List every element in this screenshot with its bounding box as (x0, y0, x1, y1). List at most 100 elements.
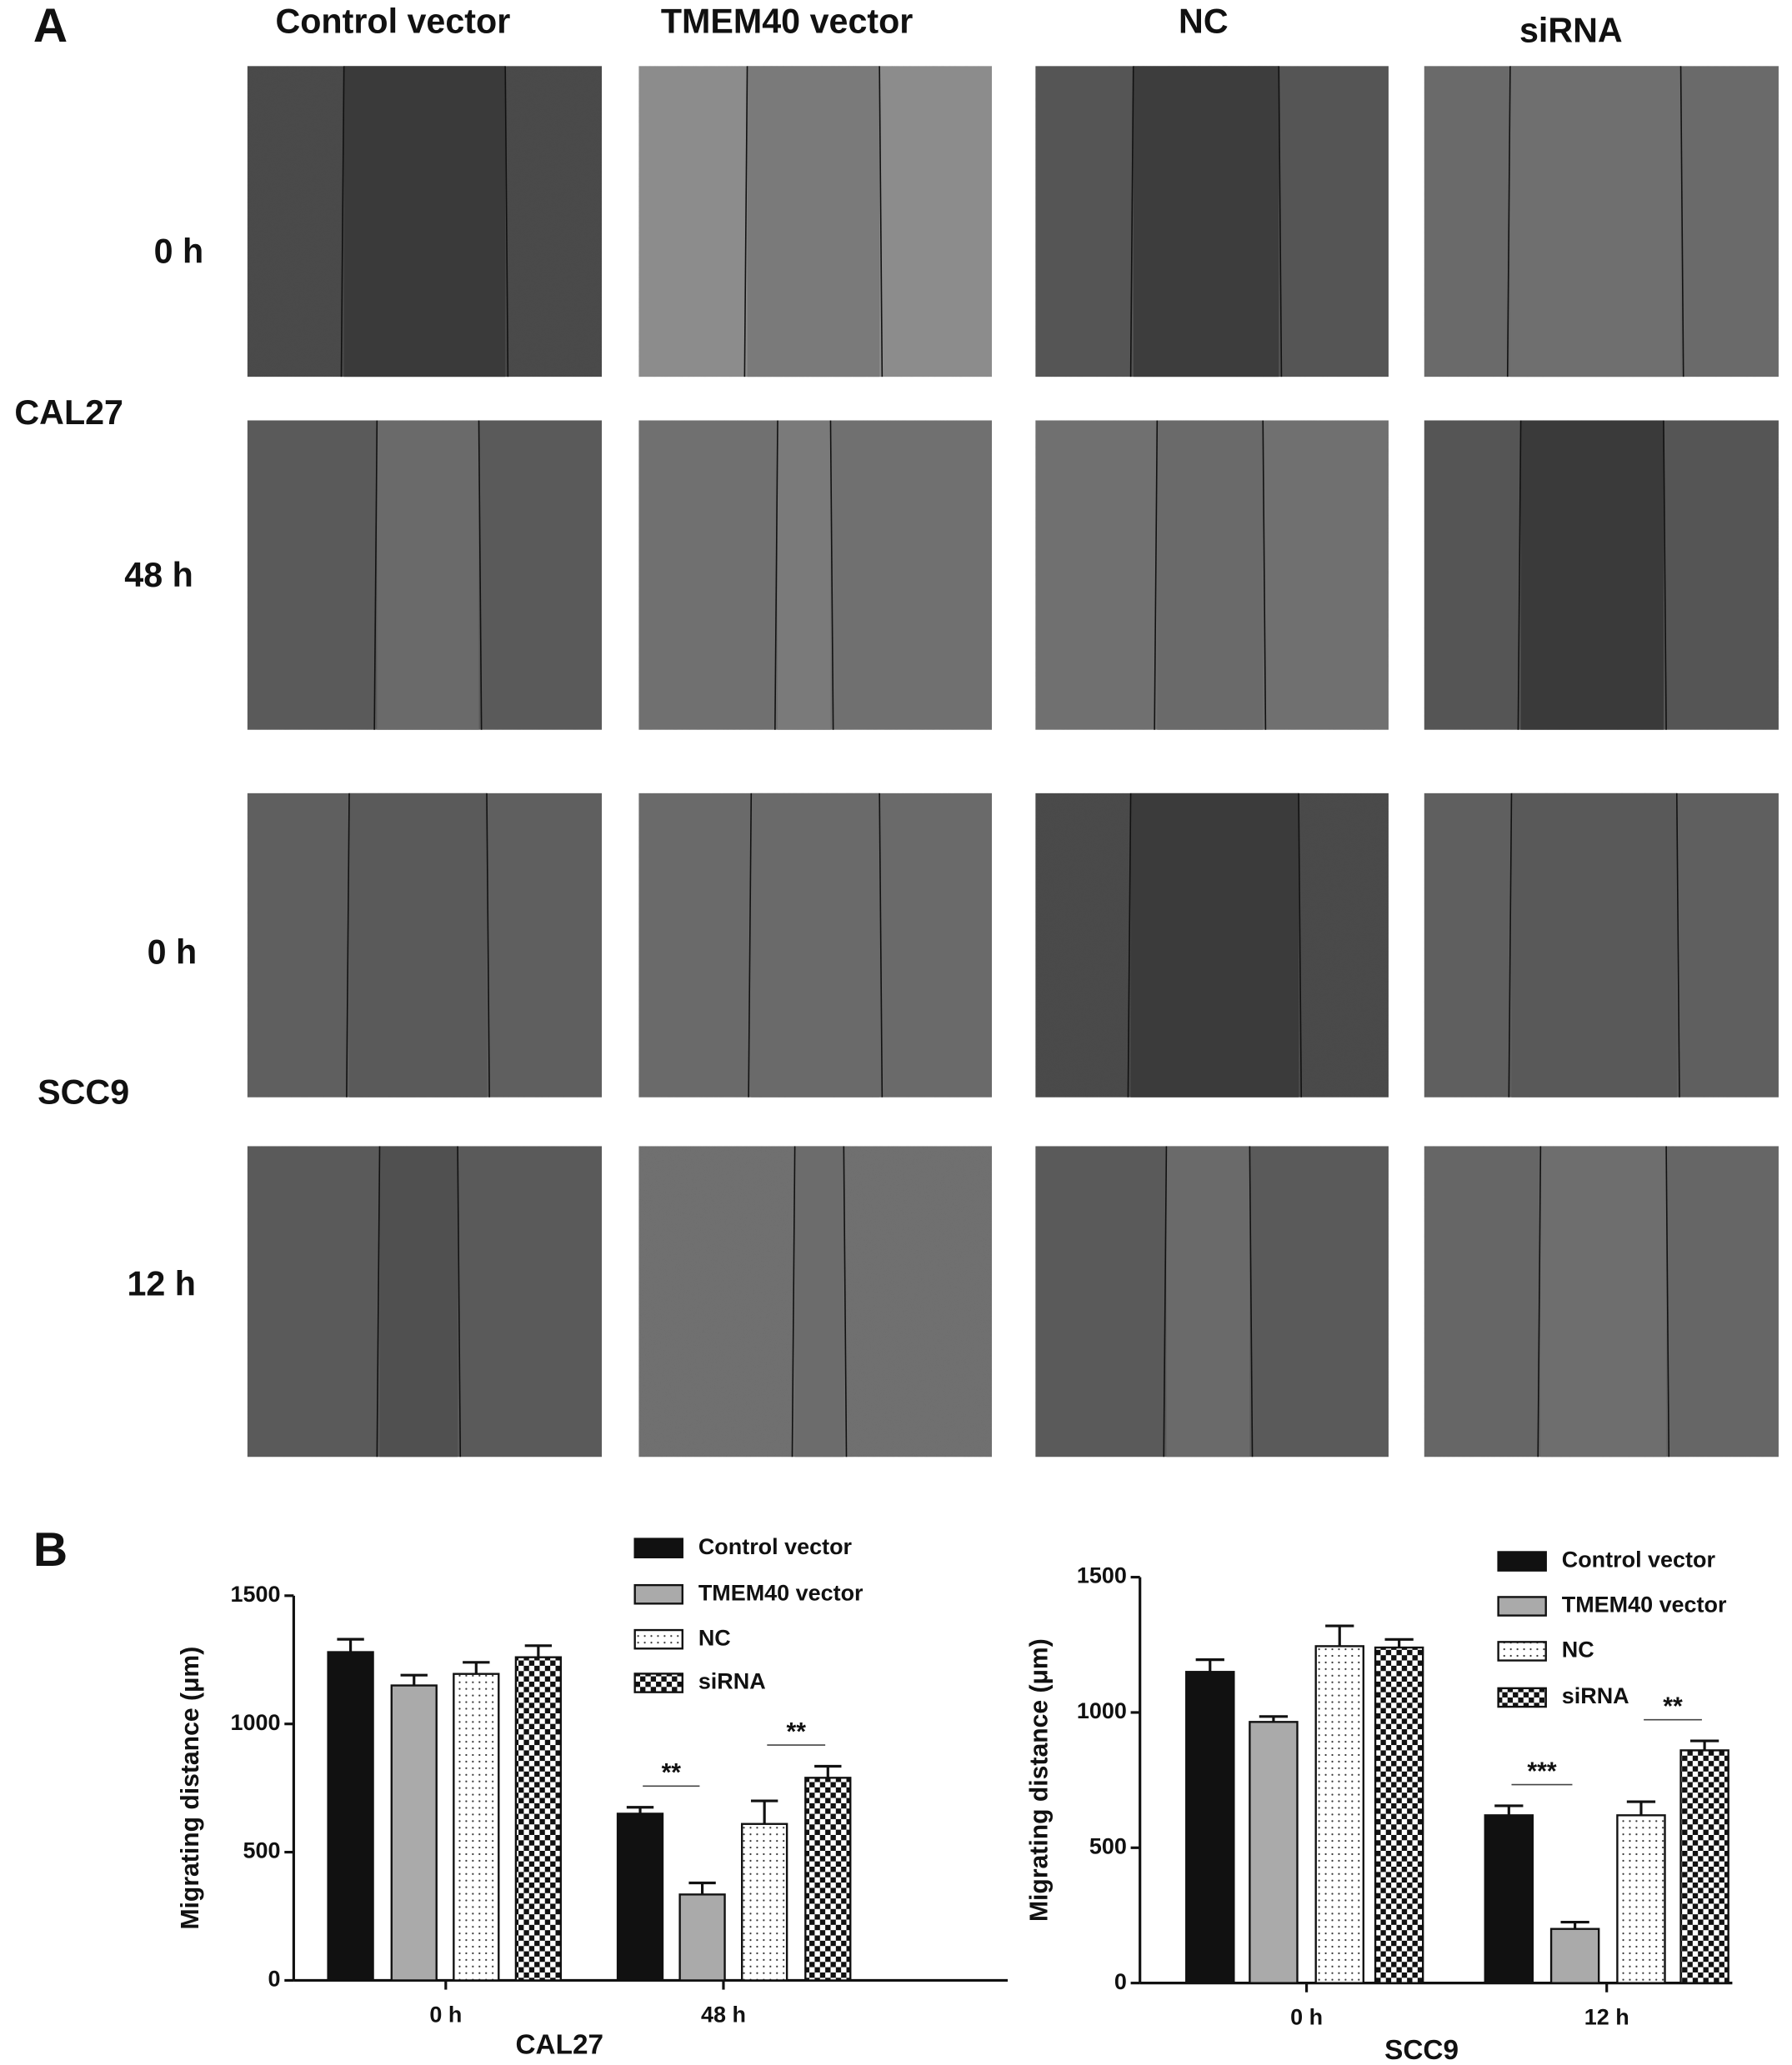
wound-edge (1675, 792, 1680, 1098)
panel-label: A (33, 0, 68, 52)
wound-edge (486, 792, 490, 1098)
legend-label: Control vector (698, 1534, 853, 1559)
wound-edge (878, 66, 883, 378)
wound-edge (457, 1146, 462, 1458)
wound-gap (794, 1146, 844, 1458)
wound-edge (1517, 420, 1522, 730)
significance-label: ** (1663, 1692, 1683, 1720)
significance-label: ** (662, 1759, 682, 1787)
wound-gap (1520, 420, 1664, 730)
legend-label: TMEM40 vector (698, 1580, 863, 1605)
bar (1185, 1671, 1235, 1984)
wound-gap (379, 1146, 458, 1458)
legend-swatch (1497, 1551, 1547, 1572)
legend-swatch (633, 1583, 683, 1605)
wound-edge (1298, 792, 1303, 1098)
wound-edge (1278, 66, 1283, 378)
wound-gap (1157, 420, 1264, 730)
legend-label: siRNA (1562, 1683, 1629, 1708)
legend-label: Control vector (1562, 1548, 1716, 1572)
legend-swatch (633, 1538, 683, 1559)
legend-label: NC (1562, 1638, 1594, 1662)
x-tick-label: 0 h (1290, 2005, 1323, 2030)
wound-edge (878, 792, 883, 1098)
wound-edge (1506, 66, 1511, 378)
wound-edge (504, 66, 509, 378)
wound-edge (1154, 420, 1159, 730)
wound-edge (376, 1146, 381, 1458)
bar (327, 1651, 374, 1982)
row-label: 0 h (154, 232, 204, 270)
legend-swatch (633, 1628, 683, 1650)
bar (616, 1812, 664, 1982)
wound-edge (1508, 792, 1513, 1098)
wound-gap (1511, 792, 1677, 1098)
wound-gap (349, 792, 488, 1098)
significance-label: ** (786, 1718, 806, 1746)
legend-swatch (633, 1672, 683, 1693)
y-tick-label: 1500 (231, 1582, 281, 1607)
bar (390, 1684, 438, 1982)
x-tick-label: 12 h (1584, 2005, 1629, 2030)
wound-edge (748, 792, 753, 1098)
wound-gap (1166, 1146, 1250, 1458)
wound-edge (829, 420, 834, 730)
wound-edge (1129, 66, 1134, 378)
y-tick-label: 500 (1089, 1833, 1127, 1858)
wound-edge (373, 420, 378, 730)
bar (514, 1656, 563, 1982)
column-header: TMEM40 vector (661, 2, 913, 40)
column-header: siRNA (1519, 12, 1623, 50)
wound-gap (778, 420, 831, 730)
y-tick-label: 0 (268, 1967, 281, 1992)
legend-swatch (1497, 1596, 1547, 1617)
wound-gap (1509, 66, 1681, 378)
x-tick-label: 0 h (429, 2002, 462, 2027)
legend-label: NC (698, 1625, 731, 1650)
wound-edge (1249, 1146, 1254, 1458)
bar (1679, 1749, 1729, 1984)
bar (1616, 1814, 1666, 1984)
wound-edge (1665, 1146, 1670, 1458)
significance-label: *** (1527, 1758, 1556, 1785)
legend-label: siRNA (698, 1669, 766, 1694)
wound-gap (343, 66, 506, 378)
wound-gap (377, 420, 479, 730)
bar (1314, 1645, 1364, 1984)
wound-edge (791, 1146, 796, 1458)
wound-gap (751, 792, 880, 1098)
cell-line-label: CAL27 (14, 393, 123, 432)
bar (1249, 1721, 1299, 1984)
x-tick-label: 48 h (701, 2002, 746, 2027)
wound-edge (340, 66, 345, 378)
bar (1374, 1646, 1424, 1984)
wound-edge (1679, 66, 1684, 378)
wound-gap (1133, 66, 1279, 378)
bar (678, 1893, 726, 1982)
column-header: Control vector (275, 2, 510, 40)
cell-line-label: SCC9 (38, 1072, 129, 1111)
bar (453, 1672, 500, 1982)
wound-edge (743, 66, 748, 378)
wound-edge (1663, 420, 1667, 730)
wound-gap (747, 66, 880, 378)
y-tick-label: 0 (1114, 1969, 1127, 1994)
wound-edge (1537, 1146, 1542, 1458)
column-header: NC (1179, 2, 1229, 40)
panel-label: B (33, 1523, 68, 1577)
bar (740, 1822, 788, 1982)
wound-gap (1540, 1146, 1667, 1458)
y-axis-label: Migrating distance (μm) (177, 1647, 204, 1930)
bar (804, 1777, 852, 1982)
bar (1549, 1928, 1600, 1984)
wound-edge (346, 792, 350, 1098)
row-label: 48 h (124, 556, 193, 594)
wound-edge (843, 1146, 848, 1458)
wound-gap (1130, 792, 1299, 1098)
row-label: 12 h (127, 1264, 196, 1302)
y-tick-label: 1000 (231, 1710, 281, 1735)
wound-edge (1262, 420, 1267, 730)
legend-label: TMEM40 vector (1562, 1592, 1727, 1618)
y-axis-label: Migrating distance (μm) (1026, 1638, 1054, 1922)
